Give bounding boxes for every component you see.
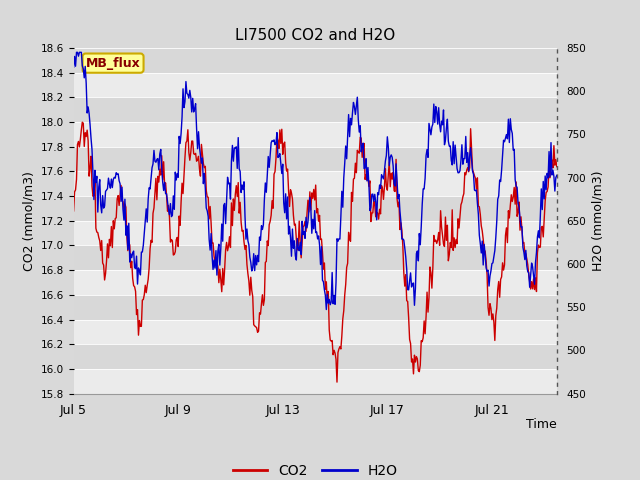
Bar: [74, 295, 557, 320]
Bar: [74, 270, 557, 295]
Bar: [74, 221, 557, 245]
Bar: [74, 72, 557, 97]
Bar: [74, 320, 557, 344]
Bar: [74, 369, 557, 394]
Title: LI7500 CO2 and H2O: LI7500 CO2 and H2O: [235, 28, 396, 43]
Text: MB_flux: MB_flux: [86, 57, 140, 70]
Bar: [74, 344, 557, 369]
Bar: [74, 97, 557, 122]
Bar: [74, 122, 557, 147]
Y-axis label: CO2 (mmol/m3): CO2 (mmol/m3): [22, 171, 35, 271]
Bar: [74, 171, 557, 196]
Bar: [74, 147, 557, 171]
Text: Time: Time: [526, 418, 557, 431]
Legend: CO2, H2O: CO2, H2O: [227, 458, 403, 480]
Bar: [74, 245, 557, 270]
Bar: [74, 48, 557, 72]
Bar: [74, 196, 557, 221]
Y-axis label: H2O (mmol/m3): H2O (mmol/m3): [592, 170, 605, 271]
